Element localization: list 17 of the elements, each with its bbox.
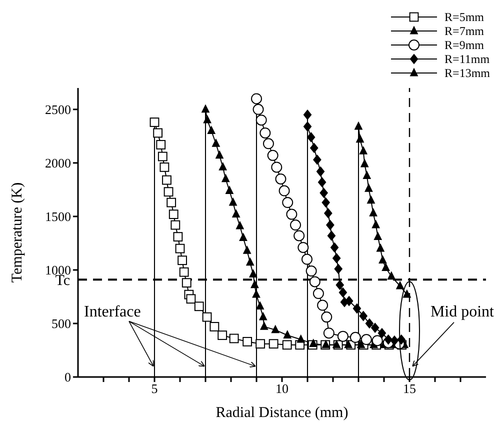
y-tick-label: 1500 xyxy=(45,209,71,224)
y-tick-label: 2500 xyxy=(45,102,71,118)
legend-label: R=7mm xyxy=(444,24,484,38)
x-tick-label: 15 xyxy=(403,381,416,396)
legend-label: R=5mm xyxy=(444,10,484,24)
legend-label: R=13mm xyxy=(444,66,490,80)
x-tick-label: 10 xyxy=(276,381,288,396)
y-tick-label: 2000 xyxy=(45,156,71,171)
annotation: Interface xyxy=(84,303,141,320)
annotation: Mid point xyxy=(430,303,495,320)
x-tick-label: 5 xyxy=(151,381,158,396)
y-axis-title: Temperature (K) xyxy=(9,182,26,283)
y-tick-label: 500 xyxy=(52,316,71,332)
legend-label: R=11mm xyxy=(444,52,490,66)
legend-label: R=9mm xyxy=(444,38,484,52)
y-tick-label: 0 xyxy=(64,370,71,385)
x-axis-title: Radial Distance (mm) xyxy=(216,405,348,421)
